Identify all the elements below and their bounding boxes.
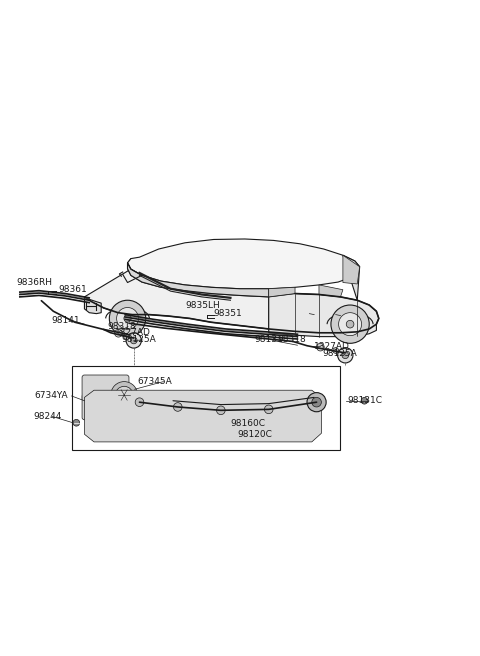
Circle shape bbox=[333, 348, 338, 354]
Circle shape bbox=[307, 392, 326, 412]
Text: 98160C: 98160C bbox=[230, 419, 265, 428]
Circle shape bbox=[312, 398, 322, 407]
FancyBboxPatch shape bbox=[82, 375, 129, 420]
Circle shape bbox=[131, 337, 137, 344]
Text: 98361: 98361 bbox=[58, 285, 87, 294]
Polygon shape bbox=[84, 258, 269, 329]
Circle shape bbox=[338, 313, 361, 336]
Text: 9835LH: 9835LH bbox=[185, 300, 220, 310]
Bar bbox=[72, 366, 339, 450]
Circle shape bbox=[126, 333, 142, 348]
Polygon shape bbox=[128, 239, 360, 289]
Circle shape bbox=[124, 315, 131, 322]
Polygon shape bbox=[343, 255, 360, 300]
Circle shape bbox=[312, 398, 321, 407]
Polygon shape bbox=[84, 390, 322, 442]
Text: 98244: 98244 bbox=[33, 412, 61, 421]
Circle shape bbox=[216, 406, 225, 415]
Polygon shape bbox=[128, 263, 269, 297]
Polygon shape bbox=[319, 285, 343, 297]
Circle shape bbox=[115, 329, 122, 337]
Circle shape bbox=[124, 334, 130, 340]
Text: 98131: 98131 bbox=[254, 335, 283, 344]
Circle shape bbox=[331, 305, 369, 343]
Circle shape bbox=[109, 300, 146, 337]
Circle shape bbox=[117, 308, 138, 329]
Text: 98131C: 98131C bbox=[348, 396, 383, 405]
Text: 9836RH: 9836RH bbox=[16, 277, 52, 287]
Circle shape bbox=[317, 343, 324, 351]
Polygon shape bbox=[269, 293, 379, 337]
Text: 98141: 98141 bbox=[51, 316, 80, 325]
Circle shape bbox=[342, 352, 348, 359]
Circle shape bbox=[337, 348, 353, 363]
Text: 98318: 98318 bbox=[277, 335, 306, 344]
Circle shape bbox=[135, 398, 144, 407]
Circle shape bbox=[73, 419, 80, 426]
Text: 67345A: 67345A bbox=[137, 377, 172, 386]
Polygon shape bbox=[269, 287, 295, 297]
Text: 98318: 98318 bbox=[107, 321, 136, 331]
Polygon shape bbox=[343, 255, 360, 284]
Polygon shape bbox=[84, 297, 101, 314]
Ellipse shape bbox=[82, 381, 130, 414]
Circle shape bbox=[111, 382, 138, 409]
Text: 1327AD: 1327AD bbox=[115, 328, 150, 337]
Text: 98125A: 98125A bbox=[121, 335, 156, 344]
Circle shape bbox=[361, 398, 368, 404]
Text: 98125A: 98125A bbox=[323, 349, 357, 358]
Text: 98351: 98351 bbox=[214, 309, 242, 318]
Circle shape bbox=[264, 405, 273, 414]
Circle shape bbox=[116, 386, 133, 403]
Text: 1327AD: 1327AD bbox=[314, 342, 350, 351]
Text: 6734YA: 6734YA bbox=[34, 392, 68, 400]
Text: 98120C: 98120C bbox=[238, 430, 273, 439]
Circle shape bbox=[121, 392, 128, 398]
Circle shape bbox=[173, 403, 182, 411]
Circle shape bbox=[346, 320, 354, 328]
